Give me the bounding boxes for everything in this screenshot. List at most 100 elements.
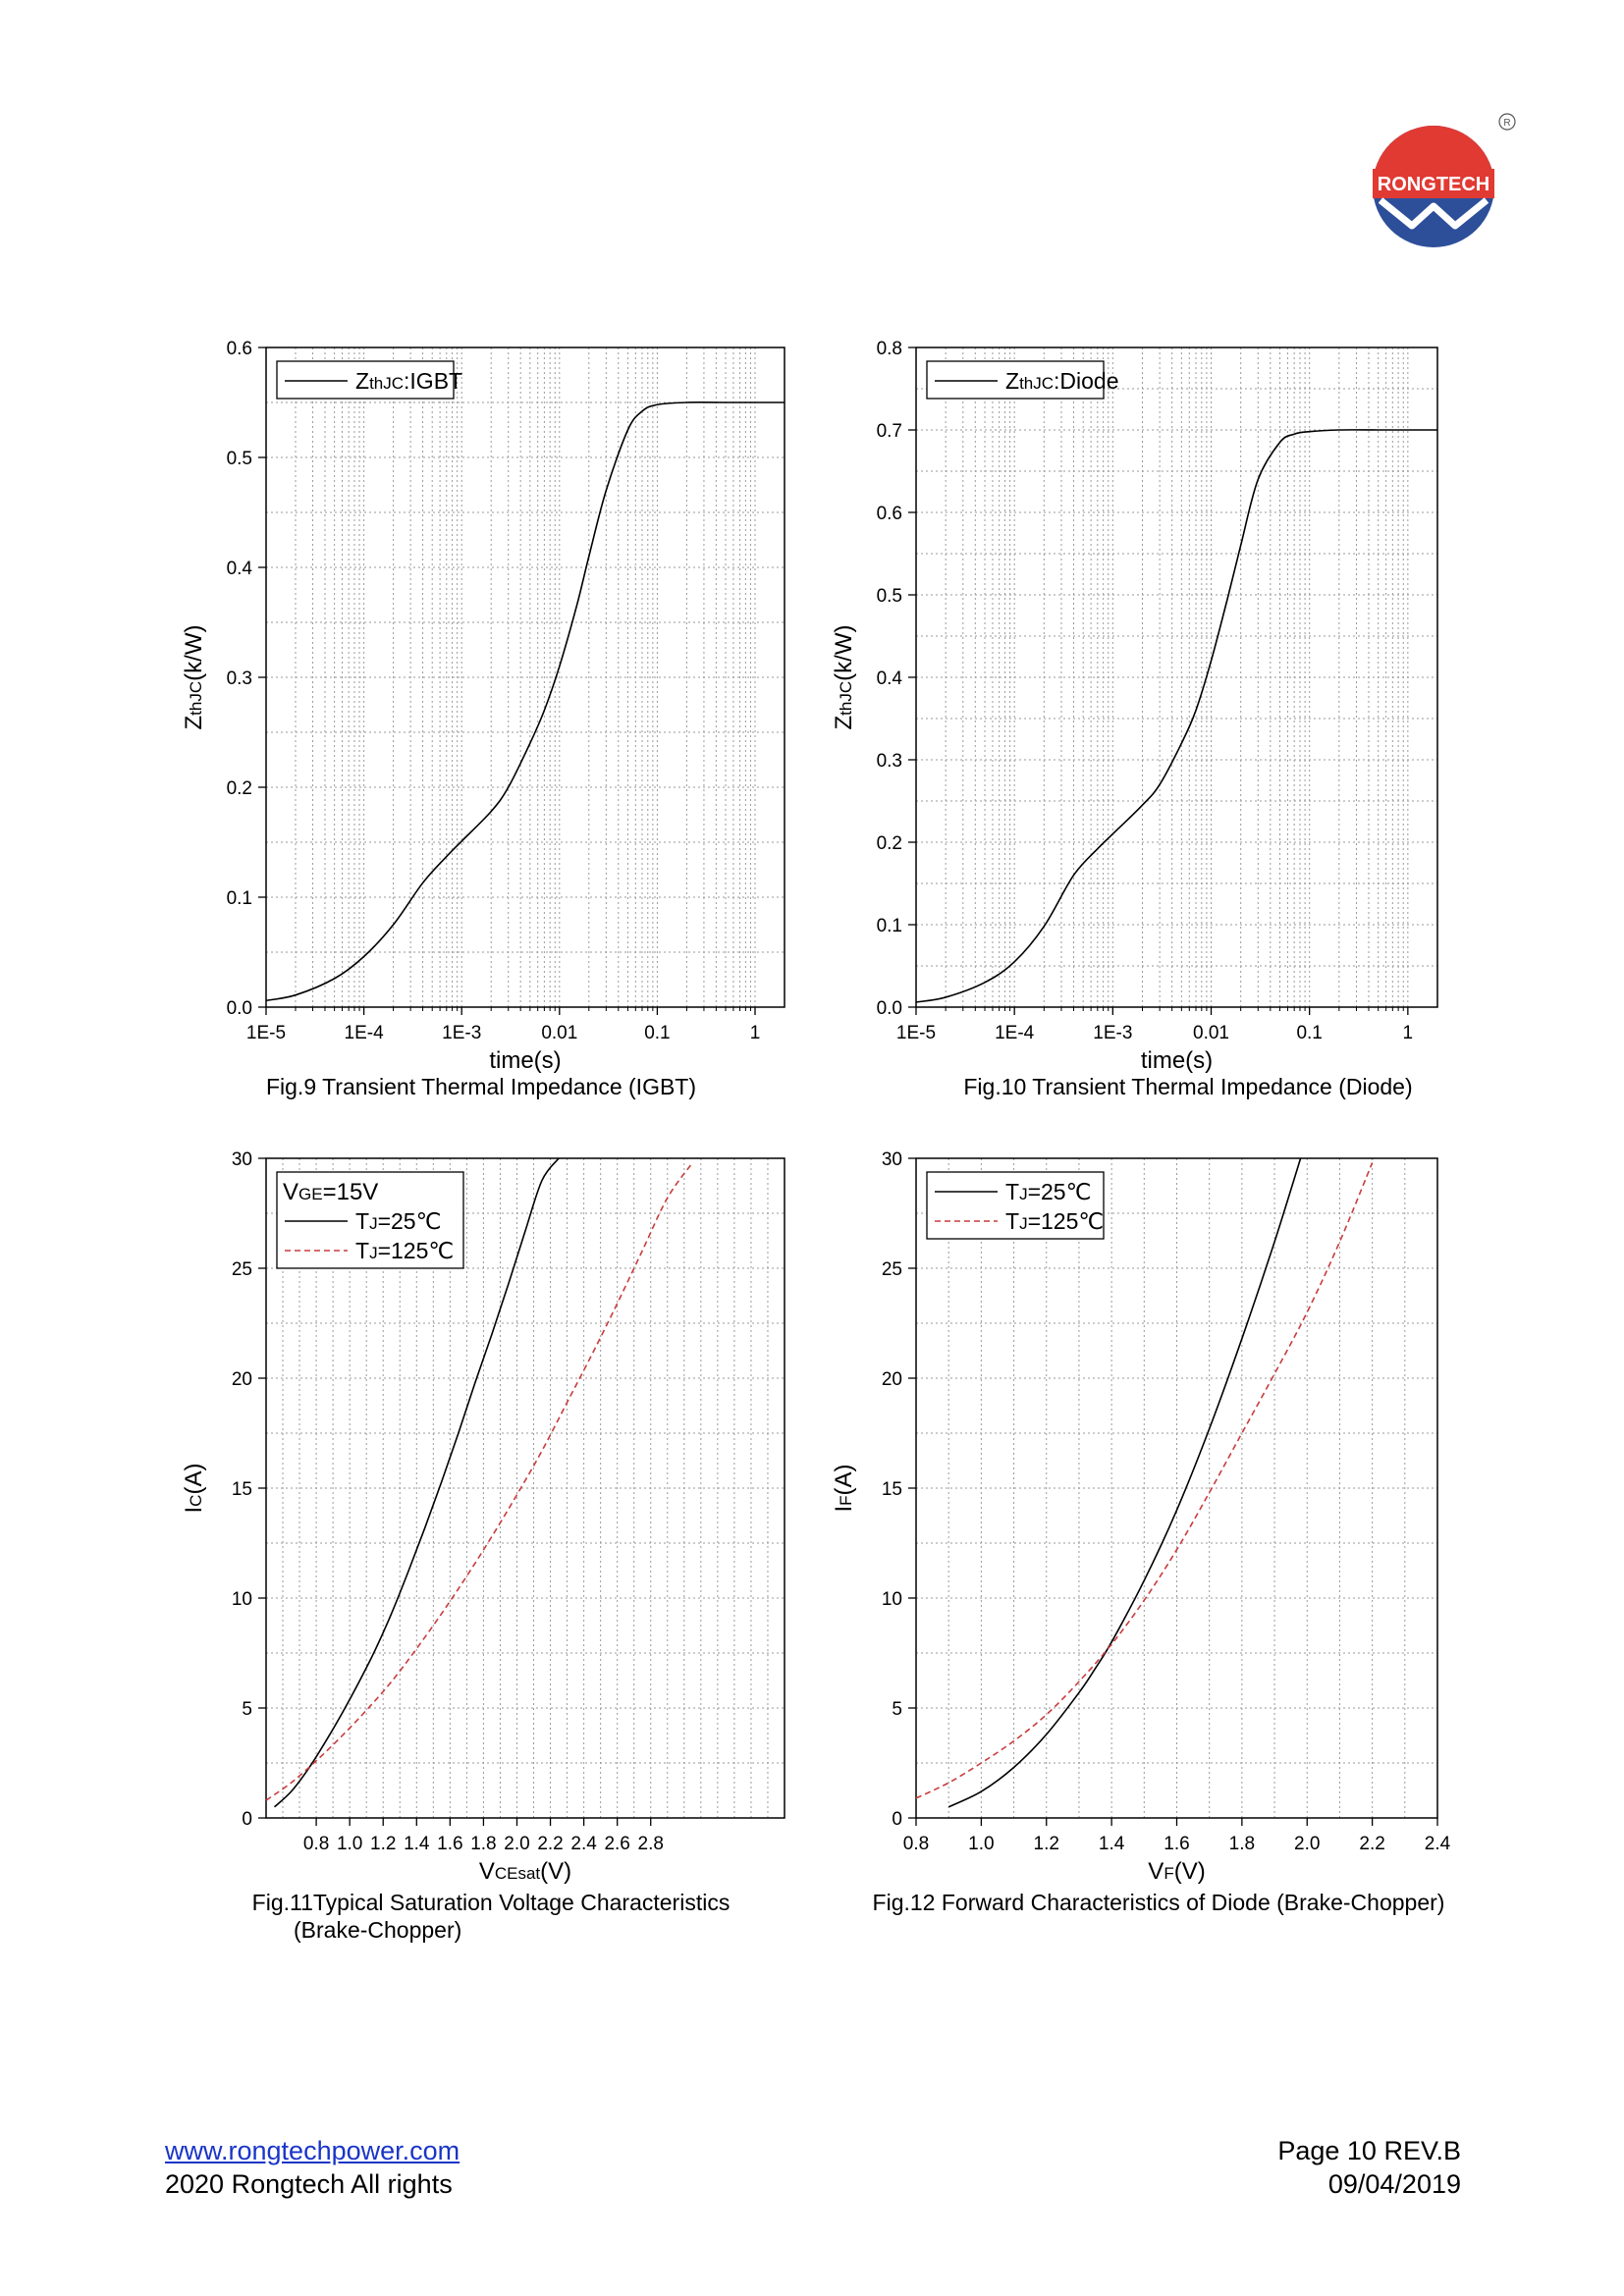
fig10-y-tick-label: 0.3 (877, 751, 902, 772)
fig9-y-axis-title: ZthJC(k/W) (181, 625, 207, 730)
fig9-caption: Fig.9 Transient Thermal Impedance (IGBT) (265, 1074, 697, 1099)
fig11-x-tick-label: 1.8 (470, 1834, 496, 1854)
fig9-x-tick-label: 0.1 (644, 1023, 670, 1043)
fig12-caption: Fig.12 Forward Characteristics of Diode … (872, 1890, 1445, 1915)
fig12-series-1-line (915, 1162, 1374, 1799)
copyright-text: 2020 Rongtech All rights (165, 2169, 453, 2199)
fig11-series-0-line (273, 1157, 560, 1808)
fig11-caption: Fig.11Typical Saturation Voltage Charact… (177, 1889, 805, 1944)
fig12-legend (926, 1171, 1105, 1240)
fig9-x-tick-label: 1E-5 (246, 1023, 286, 1043)
fig12-x-tick-label: 1.8 (1229, 1834, 1255, 1854)
logo-band (1373, 169, 1494, 198)
fig11-x-axis-title: VCEsat(V) (479, 1858, 571, 1885)
fig12-x-tick-label: 1.2 (1034, 1834, 1059, 1854)
fig12-x-tick-label: 1.4 (1099, 1834, 1125, 1854)
fig11-y-tick-label: 25 (232, 1259, 252, 1280)
footer-left: www.rongtechpower.com 2020 Rongtech All … (165, 2134, 460, 2201)
fig10-y-tick-label: 0.6 (877, 504, 902, 524)
fig10-x-tick-label: 1E-3 (1093, 1023, 1132, 1043)
fig12-chart: 0 5 10 15 20 25 30 0.8 1.0 1.2 1.4 1.6 1.8 2.0 2.2 2.4 V… (831, 1149, 1451, 1885)
fig12-y-tick-label: 0 (892, 1809, 902, 1830)
fig11-legend (276, 1171, 464, 1269)
fig10-y-tick-label: 0.8 (877, 339, 902, 359)
fig10-x-tick-label: 1E-5 (896, 1023, 936, 1043)
rongtech-logo: RONGTECH R (1373, 113, 1516, 247)
fig12-series-0-line (947, 1157, 1302, 1808)
fig12-legend-label-0: TJ=25℃ (1005, 1179, 1091, 1204)
fig12-x-tick-label: 2.4 (1425, 1834, 1451, 1854)
fig9-x-axis-title: time(s) (489, 1047, 561, 1074)
fig12-y-tick-label: 15 (882, 1479, 902, 1500)
fig9-legend (276, 360, 455, 400)
fig11-chart: 0 5 10 15 20 25 30 0.8 1.0 1.2 1.4 1.6 1.8 2.0 2.2 2.4 2… (181, 1149, 785, 1885)
fig11-x-tick-label: 2.4 (570, 1834, 597, 1854)
fig9-x-tick-label: 1 (750, 1023, 761, 1043)
fig10-x-tick-label: 0.1 (1296, 1023, 1322, 1043)
fig12-x-axis-title: VF(V) (1148, 1858, 1205, 1885)
fig9-x-tick-label: 1E-4 (345, 1023, 385, 1043)
fig10-y-tick-label: 0.2 (877, 833, 902, 854)
fig9-y-tick-label: 0.1 (227, 888, 252, 909)
fig11-x-tick-label: 0.8 (303, 1834, 329, 1854)
fig12-y-axis-title: IF(A) (831, 1464, 857, 1512)
registered-mark-text: R (1503, 118, 1510, 129)
fig9-y-tick-label: 0.0 (227, 998, 252, 1019)
fig12-x-tick-label: 2.0 (1294, 1834, 1320, 1854)
fig12-y-tick-label: 25 (882, 1259, 902, 1280)
fig10-x-axis-title: time(s) (1141, 1047, 1213, 1074)
fig9-x-tick-label: 0.01 (541, 1023, 577, 1043)
fig10-series-0-line (915, 429, 1437, 1003)
fig11-x-tick-label: 1.4 (404, 1834, 430, 1854)
fig11-y-tick-label: 30 (232, 1149, 252, 1170)
fig11-x-tick-label: 1.0 (337, 1834, 362, 1854)
fig12-x-tick-label: 0.8 (903, 1834, 929, 1854)
registered-mark-icon (1498, 113, 1516, 131)
fig9-y-tick-label: 0.4 (227, 559, 253, 579)
fig12-legend-label-1: TJ=125℃ (1005, 1208, 1104, 1234)
fig9-x-tick-label: 1E-3 (442, 1023, 481, 1043)
fig9-y-tick-label: 0.3 (227, 668, 252, 689)
fig10-y-tick-label: 0.4 (877, 668, 903, 689)
page-number: Page 10 REV.B (1277, 2136, 1461, 2165)
fig12-y-tick-label: 10 (882, 1589, 902, 1610)
fig10-legend-label-0: ZthJC:Diode (1005, 368, 1119, 394)
fig11-legend-header: VGE=15V (283, 1179, 378, 1205)
fig11-y-tick-label: 10 (232, 1589, 252, 1610)
fig12-x-tick-label: 2.2 (1359, 1834, 1384, 1854)
footer-right: Page 10 REV.B 09/04/2019 (1277, 2134, 1461, 2201)
fig11-series-1-line (265, 1162, 693, 1801)
logo-text: RONGTECH (1378, 174, 1489, 195)
doc-date: 09/04/2019 (1327, 2169, 1461, 2199)
fig11-x-tick-label: 2.8 (638, 1834, 664, 1854)
fig11-x-tick-label: 2.0 (504, 1834, 529, 1854)
fig11-x-tick-label: 2.2 (537, 1834, 563, 1854)
fig10-y-axis-title: ZthJC(k/W) (831, 625, 857, 730)
logo-wave (1378, 197, 1489, 230)
fig11-x-tick-label: 1.2 (370, 1834, 396, 1854)
fig10-y-tick-label: 0.5 (877, 586, 902, 607)
website-link[interactable]: www.rongtechpower.com (165, 2136, 460, 2165)
fig12-y-tick-label: 20 (882, 1369, 902, 1390)
fig11-y-axis-title: IC(A) (181, 1464, 207, 1514)
fig10-x-tick-label: 1 (1403, 1023, 1414, 1043)
fig11-y-tick-label: 0 (242, 1809, 252, 1830)
fig10-x-tick-label: 1E-4 (995, 1023, 1035, 1043)
fig11-legend-label-1: TJ=125℃ (355, 1238, 454, 1263)
fig9-y-tick-label: 0.5 (227, 449, 252, 469)
fig10-x-tick-label: 0.01 (1193, 1023, 1229, 1043)
fig11-y-tick-label: 5 (242, 1699, 252, 1720)
fig10-legend (926, 360, 1105, 400)
fig12-y-tick-label: 30 (882, 1149, 902, 1170)
fig11-x-tick-label: 1.6 (437, 1834, 462, 1854)
fig12-y-tick-label: 5 (892, 1699, 902, 1720)
fig10-y-tick-label: 0.7 (877, 421, 902, 442)
fig9-legend-label-0: ZthJC:IGBT (355, 368, 462, 394)
fig10-y-tick-label: 0.1 (877, 916, 902, 936)
fig11-caption-line1: Fig.11Typical Saturation Voltage Charact… (251, 1890, 731, 1915)
fig11-y-tick-label: 15 (232, 1479, 252, 1500)
fig9-chart: 0.0 0.1 0.2 0.3 0.4 0.5 0.6 1E-5 1E-4 1E-3 0.01 0.1… (181, 339, 785, 1074)
fig9-y-tick-label: 0.6 (227, 339, 252, 359)
fig10-chart: 0.0 0.1 0.2 0.3 0.4 0.5 0.6 0.7 0.8 1E-5 1E-4 1E-3 0… (831, 339, 1438, 1074)
